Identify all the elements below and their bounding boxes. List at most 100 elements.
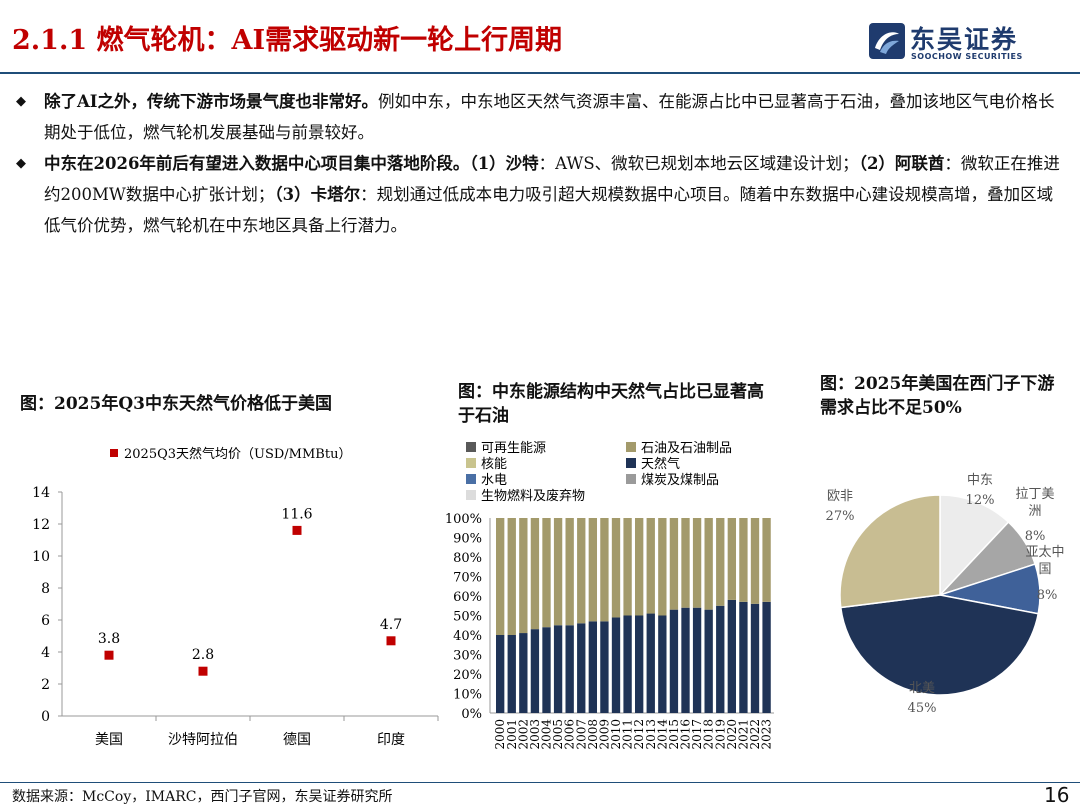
chart2-bar-oil (739, 518, 748, 602)
chart2-x-label: 2016 (679, 719, 693, 750)
chart2-y-tick-label: 10% (453, 688, 482, 703)
chart2-bar-gas (588, 621, 598, 713)
bullet-1-bold: 除了AI之外，传统下游市场景气度也非常好。 (44, 92, 379, 111)
chart2-y-tick-label: 100% (445, 512, 482, 527)
chart2-y-tick-label: 90% (453, 532, 482, 547)
chart2-bar-oil (530, 518, 540, 630)
chart2-x-label: 2015 (667, 719, 681, 750)
chart2-bar-gas (623, 615, 632, 713)
chart2-bar-gas (681, 607, 690, 713)
chart2-x-label: 2005 (551, 719, 565, 750)
chart2-bar-gas (635, 615, 644, 713)
chart3-slice (839, 594, 1040, 696)
chart2-legend-label: 煤炭及煤制品 (641, 473, 719, 488)
chart2-bar-gas (658, 615, 667, 713)
chart1-legend-marker (110, 449, 118, 457)
diamond-bullet-icon: ◆ (16, 156, 26, 171)
chart2-bar-oil (496, 518, 505, 635)
chart2-x-label: 2004 (540, 719, 554, 750)
chart2-bar-oil (565, 518, 574, 626)
chart2-bar-oil (519, 518, 528, 634)
chart2-bar-gas (739, 601, 748, 713)
chart2-bar-oil (542, 518, 551, 628)
chart2-x-label: 2009 (597, 719, 611, 750)
chart2-bar-gas (542, 627, 551, 713)
chart2-bar-gas (507, 635, 516, 713)
chart3-slice-name: 中东 (967, 473, 993, 488)
chart2-bar-oil (669, 518, 679, 610)
chart2-bar-oil (658, 518, 667, 616)
chart2-bar-oil (681, 518, 690, 608)
chart2-legend-swatch (466, 458, 476, 468)
logo-text-en: SOOCHOW SECURITIES (911, 52, 1023, 61)
chart2-bar-oil (762, 518, 771, 602)
chart3-slice-percent: 12% (966, 493, 995, 508)
bullet-2-t3: ：规划通过低成本电力吸引超大规模数据中心项目。随着中东数据中心建设规模高增，叠加… (44, 185, 1054, 235)
chart1-data-label: 2.8 (192, 647, 214, 663)
chart2-x-label: 2012 (632, 719, 646, 750)
chart1-x-label: 印度 (377, 732, 405, 748)
chart2-legend-swatch (466, 442, 476, 452)
chart2-legend-label: 生物燃料及废弃物 (481, 488, 585, 504)
chart2-x-label: 2014 (655, 719, 669, 750)
bullet-2-p3: （3） (274, 185, 311, 204)
chart3-slice-percent: 27% (826, 509, 855, 524)
chart2-bar-gas (530, 629, 540, 713)
bullet-2-p2: （2） (858, 154, 895, 173)
chart2-bar-gas (553, 625, 563, 713)
chart2-caption: 图：中东能源结构中天然气占比已显著高于石油 (458, 382, 764, 426)
chart2-legend-swatch (626, 442, 636, 452)
chart3-slice-name: 北美 (909, 681, 935, 696)
chart1-point (292, 525, 302, 535)
chart2-legend-swatch (466, 474, 476, 484)
chart2-x-label: 2007 (574, 719, 588, 750)
chart1-y-tick-label: 4 (41, 645, 50, 661)
chart2-bar-oil (635, 518, 644, 616)
chart2-bar-oil (507, 518, 516, 635)
chart2-bar-oil (611, 518, 621, 618)
bullet-list: ◆ 除了AI之外，传统下游市场景气度也非常好。例如中东，中东地区天然气资源丰富、在… (14, 86, 1064, 241)
chart1-point (198, 666, 208, 676)
chart2-bar-gas (727, 599, 737, 713)
chart2-bar-gas (577, 623, 586, 713)
chart2-x-label: 2003 (528, 719, 542, 750)
chart2-x-label: 2010 (609, 719, 623, 750)
chart2-bar-gas (762, 601, 771, 713)
chart2-y-tick-label: 20% (453, 668, 482, 683)
chart2-x-label: 2017 (690, 719, 704, 750)
chart1-point (104, 650, 114, 660)
chart1-y-tick-label: 8 (41, 581, 50, 597)
chart1-y-tick-label: 10 (32, 549, 50, 565)
chart1-y-tick-label: 0 (41, 709, 50, 725)
chart1-y-tick-label: 2 (41, 677, 50, 693)
chart2-x-label: 2013 (644, 719, 658, 750)
chart2-legend-label: 核能 (481, 457, 507, 472)
bullet-2-bold: 中东在2026年前后有望进入数据中心项目集中落地阶段。 (44, 154, 470, 173)
chart2-y-tick-label: 70% (453, 571, 482, 586)
bullet-2-uae: 阿联酋 (894, 154, 945, 173)
chart2-legend-swatch (626, 458, 636, 468)
chart3-slice-name: 欧非 (827, 489, 853, 504)
chart2-bar-gas (519, 633, 528, 713)
chart2-bar-oil (577, 518, 586, 624)
chart2-y-tick-label: 60% (453, 590, 482, 605)
chart2-bar-oil (553, 518, 563, 626)
chart2-bar-oil (623, 518, 632, 616)
chart2-x-label: 2008 (586, 719, 600, 750)
company-logo: 东吴证券 SOOCHOW SECURITIES (868, 20, 1068, 66)
chart2-bar-oil (750, 518, 760, 604)
chart2-x-label: 2006 (563, 719, 577, 750)
gas-price-chart: 2025Q3天然气均价（USD/MMBtu） 0 2 4 6 8 10 12 14 美国 沙特阿拉… (32, 446, 439, 748)
chart2-x-label: 2000 (493, 719, 507, 750)
bullet-2-t2: ：微软正在推进约200MW数据中心扩张计划； (44, 154, 1060, 204)
chart2-bar-gas (750, 603, 760, 713)
chart2-bar-oil (704, 518, 713, 610)
chart2-bar-gas (692, 607, 702, 713)
chart2-bar-gas (496, 635, 505, 713)
header-divider (0, 72, 1080, 74)
bullet-1-text: 例如中东，中东地区天然气资源丰富、在能源占比中已显著高于石油，叠加该地区气电价格… (44, 92, 1055, 142)
chart3-slice-percent: 45% (908, 701, 937, 716)
chart2-bar-gas (565, 625, 574, 713)
chart1-y-tick-label: 12 (32, 517, 50, 533)
chart3-slice-name: 拉丁美洲 (1015, 487, 1054, 519)
